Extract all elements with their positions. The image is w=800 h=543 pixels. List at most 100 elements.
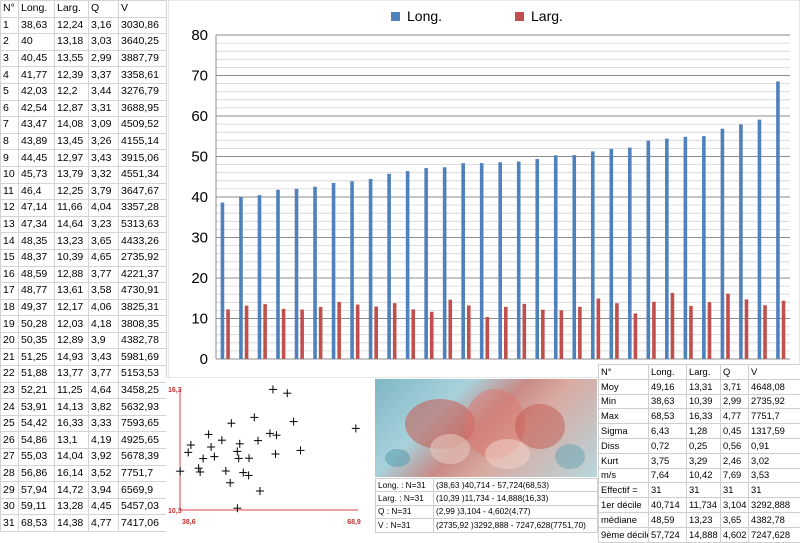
table-cell: 5981,69	[119, 349, 167, 366]
table-cell: 3,16	[89, 17, 119, 34]
stats-cell: 3,104	[721, 498, 749, 513]
bar-larg	[504, 307, 508, 359]
table-cell: 3887,79	[119, 50, 167, 67]
bar-larg	[708, 302, 712, 359]
range-row: V : N=31(2735,92 )3292,888 - 7247,628(77…	[376, 519, 598, 532]
table-cell: 4,45	[89, 498, 119, 515]
legend-swatch	[515, 12, 524, 21]
bar-long	[369, 179, 373, 359]
table-cell: 12,17	[55, 299, 89, 316]
table-cell: 3,43	[89, 349, 119, 366]
range-row: Long. : N=31(38,63 )40,714 - 57,724(68,5…	[376, 479, 598, 492]
scatter-axis-label: 10,3	[168, 508, 182, 515]
table-cell: 45,73	[19, 166, 55, 183]
stats-cell: 3,29	[687, 453, 721, 468]
stats-cell: Max	[599, 409, 649, 424]
table-cell: 3,92	[89, 449, 119, 466]
stats-cell: 11,734	[687, 498, 721, 513]
bar-larg	[411, 309, 415, 359]
stats-cell: 4,602	[721, 527, 749, 542]
stats-cell: Diss	[599, 438, 649, 453]
stats-cell: 0,91	[749, 438, 800, 453]
range-row: Larg. : N=31(10,39 )11,734 - 14,888(16,3…	[376, 492, 598, 505]
table-cell: 12,39	[55, 67, 89, 84]
table-cell: 3,58	[89, 283, 119, 300]
table-cell: 28	[1, 465, 19, 482]
table-cell: 4,65	[89, 249, 119, 266]
y-tick-label: 80	[191, 27, 208, 44]
bar-long	[628, 148, 632, 359]
table-cell: 10	[1, 166, 19, 183]
table-cell: 24	[1, 399, 19, 416]
stats-cell: 57,724	[649, 527, 687, 542]
stats-cell: 4382,78	[749, 512, 800, 527]
table-cell: 3,94	[89, 482, 119, 499]
stats-cell: 0,56	[721, 438, 749, 453]
bar-long	[684, 137, 688, 359]
bar-long	[461, 163, 465, 359]
table-cell: 8	[1, 133, 19, 150]
table-cell: 41,77	[19, 67, 55, 84]
table-cell: 40,45	[19, 50, 55, 67]
bar-larg	[745, 299, 749, 359]
table-cell: 2,99	[89, 50, 119, 67]
bar-long	[702, 136, 706, 359]
bar-larg	[541, 310, 545, 359]
table-cell: 16	[1, 266, 19, 283]
stats-column-header: Q	[721, 365, 749, 380]
legend-label: Long.	[407, 8, 442, 24]
bar-larg	[578, 307, 582, 359]
stats-cell: 3,53	[749, 468, 800, 483]
bar-long	[424, 168, 428, 359]
table-cell: 12,97	[55, 150, 89, 167]
bar-larg	[448, 300, 452, 359]
scatter-axis-label: 38,6	[182, 519, 196, 526]
table-cell: 4433,26	[119, 233, 167, 250]
stats-cell: 38,63	[649, 394, 687, 409]
table-cell: 68,53	[19, 515, 55, 532]
range-label: Larg. : N=31	[376, 492, 434, 505]
table-cell: 13,45	[55, 133, 89, 150]
bar-long	[554, 155, 558, 359]
range-row: Q : N=31(2,99 )3,104 - 4,602(4,77)	[376, 505, 598, 518]
stats-cell: 4,77	[721, 409, 749, 424]
table-cell: 11,25	[55, 382, 89, 399]
bar-larg	[560, 310, 564, 359]
stats-cell: 6,43	[649, 424, 687, 439]
bar-long	[387, 174, 391, 359]
stats-cell: 1er décile	[599, 498, 649, 513]
column-header: Long.	[19, 1, 55, 18]
table-cell: 3,32	[89, 166, 119, 183]
bar-long	[350, 181, 354, 359]
table-cell: 14,08	[55, 117, 89, 134]
stats-cell: 31	[721, 483, 749, 498]
table-cell: 11,66	[55, 200, 89, 217]
bar-larg	[597, 299, 601, 359]
table-cell: 3,31	[89, 100, 119, 117]
table-cell: 13,79	[55, 166, 89, 183]
stats-cell: 31	[687, 483, 721, 498]
stats-cell: 2,46	[721, 453, 749, 468]
table-cell: 12,24	[55, 17, 89, 34]
table-cell: 4	[1, 67, 19, 84]
table-cell: 26	[1, 432, 19, 449]
stats-column-header: N°	[599, 365, 649, 380]
table-cell: 14,13	[55, 399, 89, 416]
table-cell: 12,03	[55, 316, 89, 333]
